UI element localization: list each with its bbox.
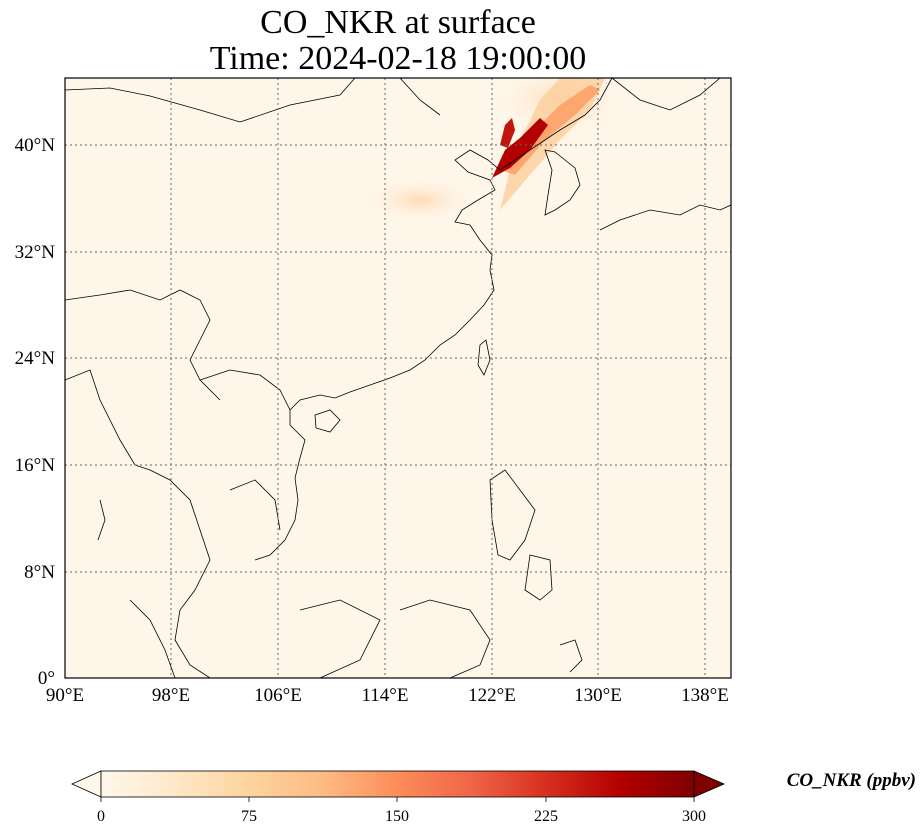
lon-tick-label: 138°E: [681, 685, 729, 706]
map-frame: [64, 77, 732, 679]
colorbar-tick-label: 150: [385, 808, 409, 825]
colorbar-tick-label: 0: [97, 808, 105, 825]
gridlines: [65, 78, 731, 678]
colorbar-bar: [100, 770, 695, 798]
lon-tick-label: 98°E: [152, 685, 190, 706]
lon-tick-label: 114°E: [362, 685, 409, 706]
colorbar-extend-max: [693, 770, 726, 798]
lat-tick-label: 8°N: [24, 562, 55, 583]
coastlines: [65, 78, 731, 678]
colorbar: 0 75 150 225 300: [71, 770, 726, 825]
colorbar-tick-label: 225: [534, 808, 558, 825]
lat-tick-label: 24°N: [15, 348, 56, 369]
map-background: [65, 78, 731, 678]
lat-tick-label: 40°N: [15, 135, 56, 156]
plume-core: [492, 118, 548, 178]
plume-core: [500, 118, 515, 148]
colorbar-tick-label: 75: [241, 808, 257, 825]
lon-tick-label: 130°E: [574, 685, 622, 706]
lat-tick-label: 32°N: [15, 242, 56, 263]
colorbar-extend-min: [71, 770, 102, 798]
co-field: [360, 78, 630, 225]
title-time: Time: 2024-02-18 19:00:00: [209, 40, 587, 77]
lon-tick-label: 90°E: [46, 685, 84, 706]
lat-tick-label: 0°: [38, 668, 55, 689]
lon-tick-label: 122°E: [468, 685, 516, 706]
colorbar-tick-label: 300: [682, 808, 706, 825]
haze-region: [360, 175, 480, 225]
lon-tick-label: 106°E: [254, 685, 302, 706]
colorbar-label: CO_NKR (ppbv): [786, 770, 916, 791]
lat-tick-label: 16°N: [15, 455, 56, 476]
title-variable: CO_NKR at surface: [260, 4, 536, 41]
